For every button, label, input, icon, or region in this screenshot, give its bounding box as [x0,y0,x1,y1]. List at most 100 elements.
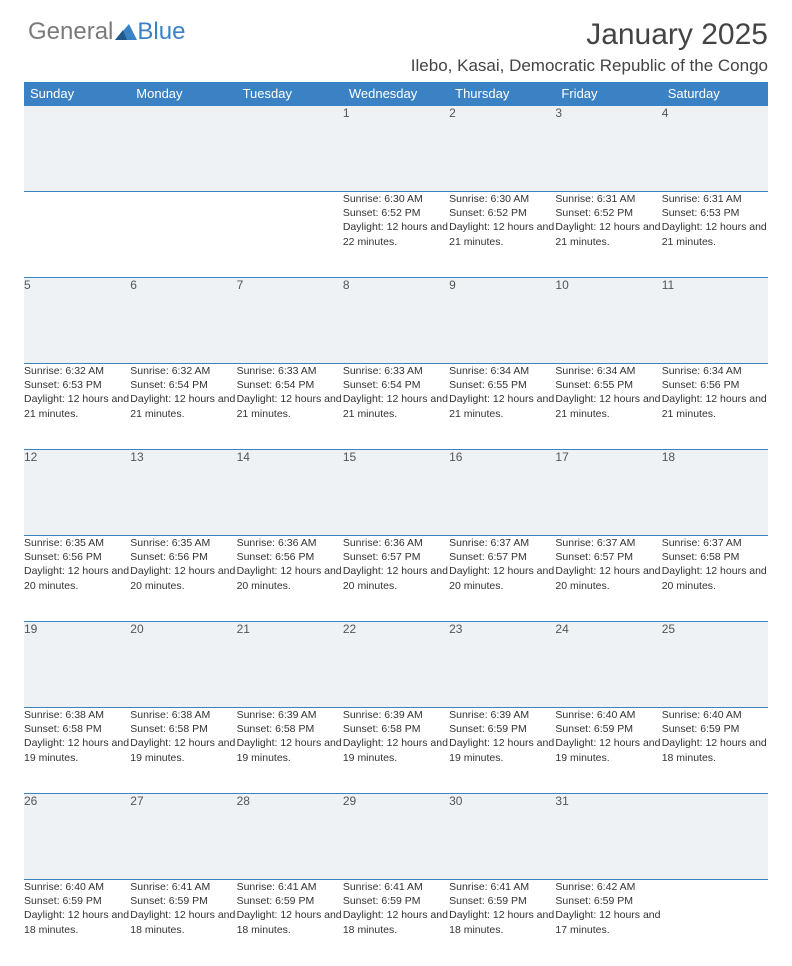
daylight-line: Daylight: 12 hours and 21 minutes. [237,392,343,420]
sunset-line: Sunset: 6:58 PM [237,722,343,736]
day-number: 29 [343,794,356,808]
sunset-line: Sunset: 6:52 PM [555,206,661,220]
daylight-line: Daylight: 12 hours and 19 minutes. [449,736,555,764]
day-number: 21 [237,622,250,636]
sunrise-line: Sunrise: 6:34 AM [555,364,661,378]
day-info-cell [662,880,768,966]
brand-triangle-icon [115,22,137,42]
day-info-cell: Sunrise: 6:38 AMSunset: 6:58 PMDaylight:… [24,708,130,794]
sunset-line: Sunset: 6:59 PM [237,894,343,908]
day-number: 15 [343,450,356,464]
sunrise-line: Sunrise: 6:39 AM [237,708,343,722]
day-info-cell: Sunrise: 6:34 AMSunset: 6:55 PMDaylight:… [555,364,661,450]
day-number: 18 [662,450,675,464]
daylight-line: Daylight: 12 hours and 21 minutes. [130,392,236,420]
day-info-cell: Sunrise: 6:36 AMSunset: 6:56 PMDaylight:… [237,536,343,622]
info-row: Sunrise: 6:35 AMSunset: 6:56 PMDaylight:… [24,536,768,622]
sunrise-line: Sunrise: 6:40 AM [662,708,768,722]
sunrise-line: Sunrise: 6:33 AM [237,364,343,378]
day-number-cell: 2 [449,106,555,192]
sunset-line: Sunset: 6:52 PM [343,206,449,220]
daylight-line: Daylight: 12 hours and 20 minutes. [130,564,236,592]
sunset-line: Sunset: 6:57 PM [555,550,661,564]
day-info-cell: Sunrise: 6:31 AMSunset: 6:52 PMDaylight:… [555,192,661,278]
weekday-header-row: Sunday Monday Tuesday Wednesday Thursday… [24,82,768,106]
day-number-cell: 28 [237,794,343,880]
day-number: 5 [24,278,31,292]
day-number-cell: 12 [24,450,130,536]
sunrise-line: Sunrise: 6:36 AM [237,536,343,550]
day-number: 17 [555,450,568,464]
sunset-line: Sunset: 6:58 PM [24,722,130,736]
day-info-cell: Sunrise: 6:42 AMSunset: 6:59 PMDaylight:… [555,880,661,966]
location-subtitle: Ilebo, Kasai, Democratic Republic of the… [24,56,768,76]
sunrise-line: Sunrise: 6:39 AM [343,708,449,722]
sunrise-line: Sunrise: 6:38 AM [130,708,236,722]
day-number: 6 [130,278,137,292]
day-info-cell: Sunrise: 6:37 AMSunset: 6:57 PMDaylight:… [449,536,555,622]
day-number: 22 [343,622,356,636]
daylight-line: Daylight: 12 hours and 20 minutes. [343,564,449,592]
info-row: Sunrise: 6:40 AMSunset: 6:59 PMDaylight:… [24,880,768,966]
daylight-line: Daylight: 12 hours and 18 minutes. [237,908,343,936]
daylight-line: Daylight: 12 hours and 18 minutes. [343,908,449,936]
sunset-line: Sunset: 6:59 PM [343,894,449,908]
day-number: 27 [130,794,143,808]
sunset-line: Sunset: 6:57 PM [449,550,555,564]
sunset-line: Sunset: 6:53 PM [24,378,130,392]
day-info-cell: Sunrise: 6:41 AMSunset: 6:59 PMDaylight:… [449,880,555,966]
daylight-line: Daylight: 12 hours and 19 minutes. [555,736,661,764]
weekday-header: Monday [130,82,236,106]
sunset-line: Sunset: 6:56 PM [662,378,768,392]
day-number: 26 [24,794,37,808]
daynum-row: 262728293031 [24,794,768,880]
calendar-table: Sunday Monday Tuesday Wednesday Thursday… [24,82,768,966]
day-info-cell: Sunrise: 6:32 AMSunset: 6:53 PMDaylight:… [24,364,130,450]
sunset-line: Sunset: 6:57 PM [343,550,449,564]
sunset-line: Sunset: 6:56 PM [130,550,236,564]
day-info-cell: Sunrise: 6:39 AMSunset: 6:58 PMDaylight:… [237,708,343,794]
day-info-cell: Sunrise: 6:30 AMSunset: 6:52 PMDaylight:… [343,192,449,278]
brand-text-blue: Blue [137,18,185,46]
sunset-line: Sunset: 6:54 PM [237,378,343,392]
calendar-body: 1234 Sunrise: 6:30 AMSunset: 6:52 PMDayl… [24,106,768,966]
day-number-cell: 15 [343,450,449,536]
day-info-cell: Sunrise: 6:32 AMSunset: 6:54 PMDaylight:… [130,364,236,450]
day-number: 4 [662,106,669,120]
info-row: Sunrise: 6:38 AMSunset: 6:58 PMDaylight:… [24,708,768,794]
day-info-cell: Sunrise: 6:31 AMSunset: 6:53 PMDaylight:… [662,192,768,278]
day-number: 23 [449,622,462,636]
sunrise-line: Sunrise: 6:38 AM [24,708,130,722]
day-info-cell [237,192,343,278]
day-info-cell: Sunrise: 6:38 AMSunset: 6:58 PMDaylight:… [130,708,236,794]
day-number: 20 [130,622,143,636]
day-info-cell: Sunrise: 6:41 AMSunset: 6:59 PMDaylight:… [237,880,343,966]
day-number-cell: 23 [449,622,555,708]
sunset-line: Sunset: 6:54 PM [343,378,449,392]
daylight-line: Daylight: 12 hours and 21 minutes. [449,220,555,248]
sunset-line: Sunset: 6:52 PM [449,206,555,220]
daylight-line: Daylight: 12 hours and 22 minutes. [343,220,449,248]
sunrise-line: Sunrise: 6:41 AM [237,880,343,894]
day-number: 10 [555,278,568,292]
sunset-line: Sunset: 6:56 PM [24,550,130,564]
daylight-line: Daylight: 12 hours and 21 minutes. [343,392,449,420]
sunset-line: Sunset: 6:58 PM [130,722,236,736]
day-info-cell: Sunrise: 6:41 AMSunset: 6:59 PMDaylight:… [343,880,449,966]
day-info-cell: Sunrise: 6:34 AMSunset: 6:56 PMDaylight:… [662,364,768,450]
daylight-line: Daylight: 12 hours and 21 minutes. [449,392,555,420]
daylight-line: Daylight: 12 hours and 21 minutes. [662,392,768,420]
day-number-cell: 6 [130,278,236,364]
day-number: 9 [449,278,456,292]
day-number-cell: 31 [555,794,661,880]
sunrise-line: Sunrise: 6:37 AM [449,536,555,550]
sunset-line: Sunset: 6:55 PM [449,378,555,392]
day-number-cell: 16 [449,450,555,536]
daylight-line: Daylight: 12 hours and 18 minutes. [449,908,555,936]
sunset-line: Sunset: 6:58 PM [662,550,768,564]
sunrise-line: Sunrise: 6:30 AM [343,192,449,206]
day-number-cell: 5 [24,278,130,364]
day-number-cell [662,794,768,880]
day-number-cell: 11 [662,278,768,364]
day-number: 2 [449,106,456,120]
